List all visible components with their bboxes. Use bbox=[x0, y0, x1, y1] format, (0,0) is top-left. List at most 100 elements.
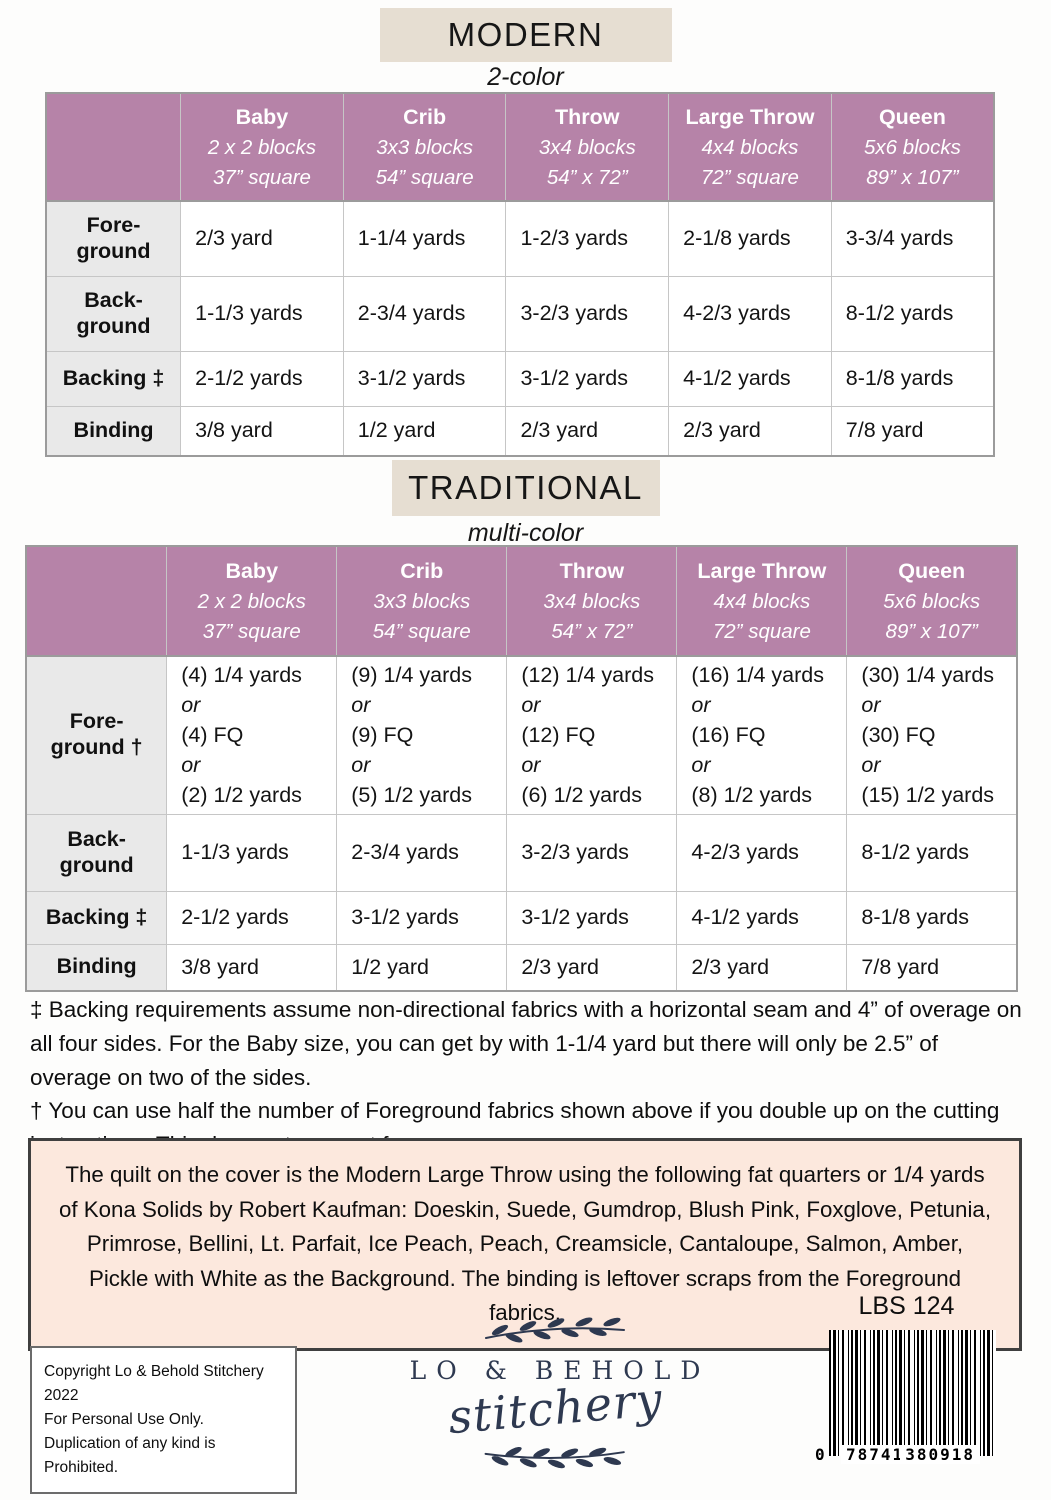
foreground-options-cell: (4) 1/4 yards or (4) FQ or (2) 1/2 yards bbox=[166, 655, 338, 815]
row-label-line: Backing ‡ bbox=[45, 904, 148, 929]
yardage-cell: 2/3 yard bbox=[676, 943, 848, 992]
row-label-binding: Binding bbox=[45, 405, 182, 457]
yardage-cell: 1/2 yard bbox=[336, 943, 508, 992]
yardage-cell: 3-2/3 yards bbox=[505, 275, 670, 352]
row-label-line: ground bbox=[76, 238, 151, 263]
traditional-section-subtitle: multi-color bbox=[467, 519, 584, 547]
row-label-line: Fore- bbox=[86, 212, 141, 237]
option-line: (5) 1/2 yards bbox=[351, 783, 472, 808]
modern-row-foreground: Fore- ground 2/3 yard 1-1/4 yards 1-2/3 … bbox=[45, 200, 995, 277]
or-line: or bbox=[181, 753, 201, 778]
traditional-row-background: Back- ground 1-1/3 yards 2-3/4 yards 3-2… bbox=[25, 813, 1018, 892]
option-line: (30) 1/4 yards bbox=[861, 663, 995, 688]
traditional-section-title: TRADITIONAL bbox=[408, 469, 643, 506]
row-label-background: Back- ground bbox=[25, 813, 168, 892]
modern-row-background: Back- ground 1-1/3 yards 2-3/4 yards 3-2… bbox=[45, 275, 995, 352]
foreground-options-cell: (9) 1/4 yards or (9) FQ or (5) 1/2 yards bbox=[336, 655, 508, 815]
corner-cell bbox=[45, 92, 182, 202]
or-line: or bbox=[351, 753, 371, 778]
column-blocks: 5x6 blocks bbox=[863, 135, 961, 159]
row-label-backing: Backing ‡ bbox=[45, 350, 182, 407]
column-size: 37” square bbox=[212, 165, 311, 189]
option-line: (12) 1/4 yards bbox=[521, 663, 654, 688]
yardage-cell: 2/3 yard bbox=[668, 405, 832, 457]
yardage-cell: 8-1/2 yards bbox=[830, 275, 995, 352]
row-label-foreground: Fore- ground bbox=[45, 200, 182, 277]
option-line: (9) FQ bbox=[351, 723, 414, 748]
column-size: 54” square bbox=[375, 165, 474, 189]
column-name: Large Throw bbox=[697, 558, 827, 583]
row-label-binding: Binding bbox=[25, 943, 168, 992]
column-size: 72” square bbox=[700, 165, 799, 189]
option-line: (30) FQ bbox=[861, 723, 936, 748]
traditional-section-title-box: TRADITIONAL bbox=[391, 460, 660, 516]
yardage-cell: 4-2/3 yards bbox=[676, 813, 848, 892]
column-header-queen: Queen 5x6 blocks 89” x 107” bbox=[830, 92, 995, 202]
row-label-line: ground bbox=[59, 852, 134, 877]
row-label-line: ground † bbox=[50, 735, 143, 760]
yardage-cell: 3/8 yard bbox=[180, 405, 344, 457]
option-line: (16) FQ bbox=[691, 723, 766, 748]
modern-section-title-box: MODERN bbox=[379, 8, 672, 62]
column-size: 54” x 72” bbox=[551, 619, 633, 643]
option-line: (4) 1/4 yards bbox=[181, 663, 302, 688]
row-label-line: Binding bbox=[56, 954, 137, 979]
traditional-header-row: Baby 2 x 2 blocks 37” square Crib 3x3 bl… bbox=[25, 545, 1018, 657]
traditional-fabric-table: Baby 2 x 2 blocks 37” square Crib 3x3 bl… bbox=[25, 545, 1018, 992]
column-header-crib: Crib 3x3 blocks 54” square bbox=[342, 92, 507, 202]
modern-header-row: Baby 2 x 2 blocks 37” square Crib 3x3 bl… bbox=[45, 92, 995, 202]
option-line: (8) 1/2 yards bbox=[691, 783, 813, 808]
yardage-cell: 4-2/3 yards bbox=[668, 275, 832, 352]
column-size: 89” x 107” bbox=[885, 619, 978, 643]
backing-footnote: ‡ Backing requirements assume non-direct… bbox=[30, 997, 1022, 1090]
or-line: or bbox=[351, 693, 371, 718]
yardage-cell: 1/2 yard bbox=[342, 405, 507, 457]
yardage-cell: 1-1/4 yards bbox=[342, 200, 507, 277]
option-line: (6) 1/2 yards bbox=[521, 783, 642, 808]
row-label-backing: Backing ‡ bbox=[25, 890, 168, 945]
traditional-row-binding: Binding 3/8 yard 1/2 yard 2/3 yard 2/3 y… bbox=[25, 943, 1018, 992]
column-header-baby: Baby 2 x 2 blocks 37” square bbox=[180, 92, 344, 202]
column-size: 37” square bbox=[202, 619, 301, 643]
option-line: (4) FQ bbox=[181, 723, 244, 748]
row-label-foreground: Fore- ground † bbox=[25, 655, 168, 815]
option-line: (15) 1/2 yards bbox=[861, 783, 995, 808]
modern-section-title: MODERN bbox=[447, 16, 604, 53]
column-blocks: 2 x 2 blocks bbox=[197, 589, 306, 613]
column-blocks: 3x4 blocks bbox=[538, 135, 636, 159]
option-line: (2) 1/2 yards bbox=[181, 783, 302, 808]
yardage-cell: 2/3 yard bbox=[505, 405, 670, 457]
yardage-cell: 4-1/2 yards bbox=[668, 350, 832, 407]
or-line: or bbox=[181, 693, 201, 718]
yardage-cell: 7/8 yard bbox=[846, 943, 1018, 992]
row-label-line: Back- bbox=[84, 287, 143, 312]
yardage-cell: 2-3/4 yards bbox=[336, 813, 508, 892]
yardage-cell: 8-1/8 yards bbox=[830, 350, 995, 407]
column-size: 72” square bbox=[712, 619, 811, 643]
copyright-line: Copyright Lo & Behold Stitchery 2022 bbox=[44, 1363, 264, 1405]
column-name: Crib bbox=[403, 104, 447, 129]
yardage-cell: 3-1/2 yards bbox=[506, 890, 678, 945]
column-header-baby: Baby 2 x 2 blocks 37” square bbox=[166, 545, 338, 657]
yardage-cell: 3-1/2 yards bbox=[336, 890, 508, 945]
column-header-large-throw: Large Throw 4x4 blocks 72” square bbox=[676, 545, 848, 657]
barcode-bars bbox=[829, 1330, 996, 1456]
column-name: Baby bbox=[225, 558, 279, 583]
row-label-line: Fore- bbox=[69, 709, 124, 734]
foreground-options-cell: (16) 1/4 yards or (16) FQ or (8) 1/2 yar… bbox=[676, 655, 848, 815]
column-header-throw: Throw 3x4 blocks 54” x 72” bbox=[505, 92, 670, 202]
column-name: Throw bbox=[555, 104, 620, 129]
column-blocks: 3x3 blocks bbox=[373, 589, 471, 613]
column-header-large-throw: Large Throw 4x4 blocks 72” square bbox=[668, 92, 832, 202]
yardage-cell: 7/8 yard bbox=[830, 405, 995, 457]
row-label-line: Binding bbox=[73, 417, 154, 442]
corner-cell bbox=[25, 545, 168, 657]
column-size: 89” x 107” bbox=[866, 165, 959, 189]
yardage-cell: 2/3 yard bbox=[180, 200, 344, 277]
or-line: or bbox=[861, 753, 881, 778]
column-name: Queen bbox=[878, 104, 946, 129]
column-name: Large Throw bbox=[685, 104, 815, 129]
column-name: Queen bbox=[898, 558, 966, 583]
or-line: or bbox=[691, 753, 711, 778]
